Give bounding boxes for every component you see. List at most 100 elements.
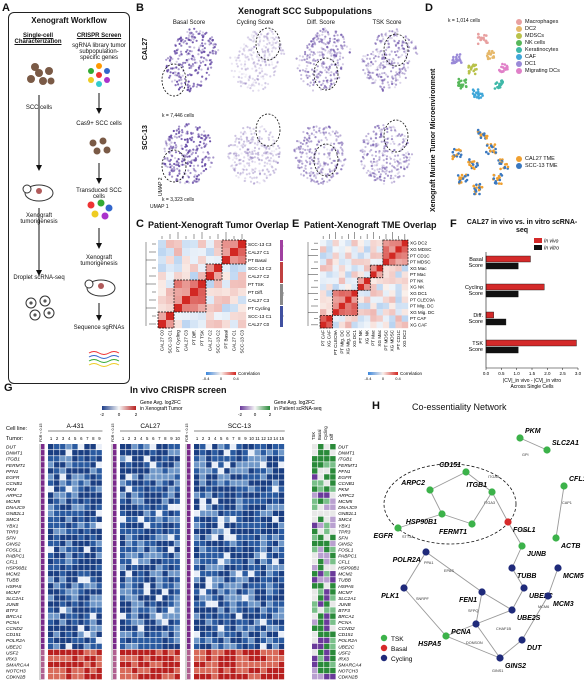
panel-d-legend-tme: CAL27 TME SCC-13 TME bbox=[516, 155, 558, 169]
screen-cell bbox=[272, 673, 279, 680]
umap-cell bbox=[372, 160, 375, 163]
umap-cell bbox=[334, 30, 337, 33]
screen-cell bbox=[150, 528, 156, 535]
umap-cell bbox=[375, 132, 378, 135]
umap-cell bbox=[204, 42, 207, 45]
umap-cell bbox=[173, 79, 176, 82]
umap-cell bbox=[390, 181, 393, 184]
umap-cell bbox=[379, 78, 382, 81]
screen-cell bbox=[84, 516, 90, 523]
network-node-label: ARPC2 bbox=[400, 480, 425, 487]
umap-cell bbox=[379, 85, 382, 88]
umap-cell bbox=[362, 139, 365, 142]
x-tick-label: 0.0 bbox=[483, 371, 490, 376]
screen-cell bbox=[120, 637, 126, 644]
umap-cell bbox=[193, 175, 196, 178]
umap-cell bbox=[184, 154, 187, 157]
umap-cell bbox=[320, 71, 323, 74]
umap-cell bbox=[382, 67, 385, 70]
umap-cell bbox=[387, 86, 390, 89]
screen-cell bbox=[132, 595, 138, 601]
screen-cell bbox=[200, 480, 206, 486]
screen-cell bbox=[236, 522, 242, 529]
umap-cell bbox=[254, 66, 257, 69]
umap-cell bbox=[341, 149, 344, 153]
pt-cell bbox=[318, 637, 324, 644]
heat-cell bbox=[182, 312, 191, 321]
heat-cell bbox=[166, 288, 175, 297]
screen-cell bbox=[260, 444, 266, 450]
umap-cell bbox=[195, 85, 198, 88]
screen-cell bbox=[200, 516, 206, 523]
umap-cell bbox=[227, 145, 230, 148]
umap-cell bbox=[406, 62, 410, 65]
heat-cell bbox=[174, 320, 183, 329]
screen-cell bbox=[48, 480, 54, 486]
heat-cell bbox=[214, 304, 223, 313]
tme-cell bbox=[481, 94, 484, 97]
screen-cell bbox=[212, 486, 218, 492]
fdr-cell bbox=[41, 589, 45, 595]
legend-swatch bbox=[380, 634, 388, 642]
screen-cell bbox=[168, 474, 174, 480]
legend-title: Gene Avg. log2FC bbox=[140, 400, 181, 406]
screen-cell bbox=[278, 468, 285, 474]
screen-cell bbox=[120, 462, 126, 468]
screen-cell bbox=[84, 649, 90, 656]
umap-cell bbox=[256, 74, 259, 78]
screen-cell bbox=[144, 558, 150, 565]
tme-cell bbox=[485, 136, 488, 140]
screen-cell bbox=[78, 540, 84, 547]
screen-cell bbox=[194, 534, 200, 541]
screen-cell bbox=[206, 474, 212, 480]
tme-cell bbox=[500, 174, 504, 177]
umap-cell bbox=[369, 171, 372, 174]
umap-cell bbox=[248, 38, 251, 41]
screen-cell bbox=[278, 625, 285, 631]
screen-cell bbox=[266, 661, 273, 668]
screen-cell bbox=[212, 498, 218, 504]
umap-cell bbox=[305, 71, 308, 74]
heat-cell bbox=[382, 252, 390, 260]
umap-cell bbox=[235, 154, 238, 157]
screen-cell bbox=[48, 655, 54, 662]
fdr-cell bbox=[41, 571, 45, 577]
screen-cell bbox=[120, 456, 126, 462]
tme-cell bbox=[486, 57, 490, 61]
heat-cell bbox=[338, 321, 346, 329]
heat-cell bbox=[364, 315, 371, 322]
umap-cell bbox=[183, 182, 187, 185]
gene-label: CD151 bbox=[6, 632, 21, 638]
screen-cell bbox=[248, 456, 254, 462]
screen-cell bbox=[54, 565, 60, 571]
screen-cell bbox=[84, 589, 90, 595]
umap-cell bbox=[325, 71, 328, 74]
gene-label: CDKN2B bbox=[6, 675, 26, 681]
umap-cell bbox=[169, 55, 172, 58]
umap-cell bbox=[386, 39, 389, 42]
panel-a-drawing bbox=[22, 63, 120, 367]
gene-label: ARPC2 bbox=[5, 493, 22, 499]
screen-cell bbox=[206, 480, 212, 486]
screen-cell bbox=[168, 625, 174, 631]
tme-cell bbox=[472, 166, 475, 169]
umap-cell bbox=[250, 33, 253, 36]
umap-cell bbox=[300, 160, 303, 163]
network-edge bbox=[445, 635, 501, 659]
legend-label: NK cells bbox=[525, 39, 546, 46]
umap-cell bbox=[186, 53, 189, 56]
heat-cell bbox=[338, 296, 346, 304]
panel-f-title: CAL27 in vivo vs. in vitro scRNA-seq bbox=[466, 219, 578, 234]
screen-cell bbox=[78, 462, 84, 468]
heat-cell bbox=[320, 271, 327, 278]
screen-cell bbox=[206, 673, 212, 680]
umap-cell bbox=[266, 39, 269, 42]
umap-cell bbox=[374, 126, 377, 129]
screen-cell bbox=[60, 528, 66, 535]
umap-cell bbox=[396, 160, 399, 163]
umap-cell bbox=[318, 40, 321, 43]
tme-cell bbox=[468, 70, 471, 74]
screen-cell bbox=[242, 619, 248, 625]
screen-cell bbox=[78, 444, 84, 450]
screen-cell bbox=[60, 534, 66, 541]
